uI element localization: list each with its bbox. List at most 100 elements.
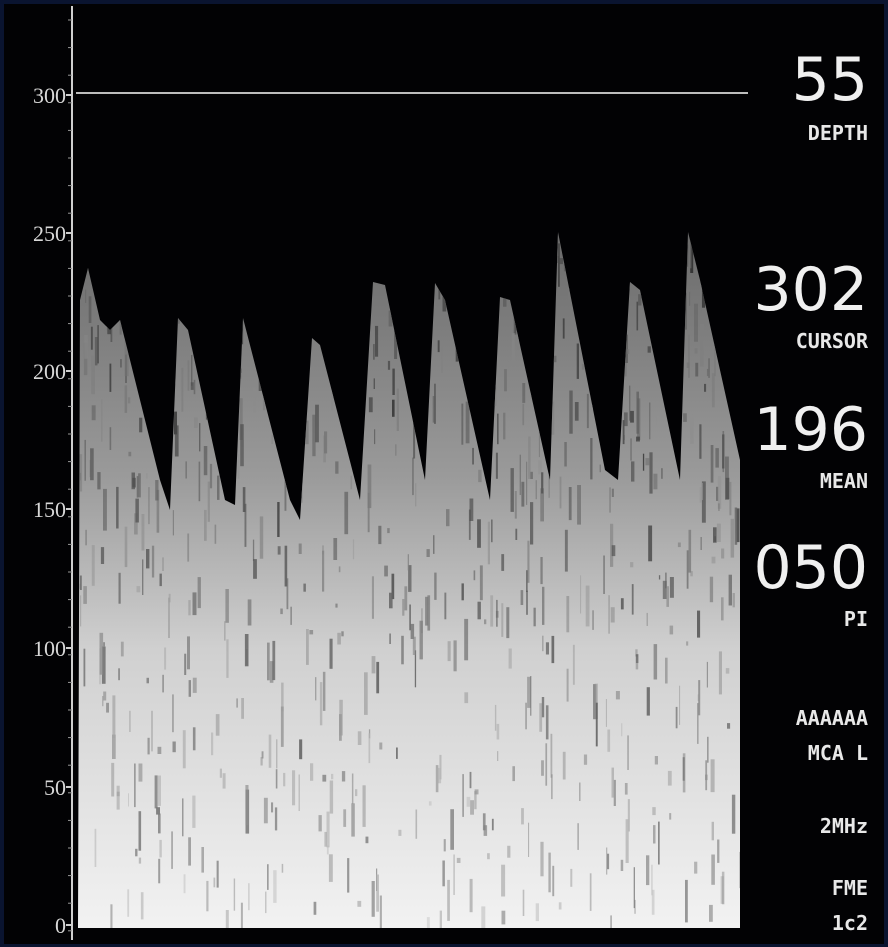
speckle bbox=[481, 906, 486, 928]
speckle bbox=[609, 487, 611, 513]
speckle bbox=[622, 420, 625, 445]
speckle bbox=[540, 488, 544, 522]
speckle bbox=[280, 608, 283, 615]
speckle bbox=[521, 808, 524, 825]
speckle bbox=[710, 759, 715, 793]
speckle bbox=[654, 756, 658, 765]
speckle bbox=[522, 383, 526, 403]
speckle bbox=[716, 486, 719, 501]
speckle bbox=[159, 573, 162, 587]
speckle bbox=[89, 459, 91, 478]
speckle bbox=[401, 635, 404, 665]
speckle bbox=[413, 423, 416, 459]
speckle bbox=[541, 472, 544, 494]
speckle bbox=[284, 477, 287, 511]
speckle bbox=[577, 485, 581, 525]
speckle bbox=[206, 880, 209, 912]
speckle bbox=[139, 417, 143, 433]
speckle bbox=[669, 625, 674, 635]
speckle bbox=[453, 640, 457, 672]
speckle bbox=[84, 334, 88, 359]
speckle bbox=[269, 661, 274, 683]
speckle bbox=[184, 653, 187, 675]
speckle bbox=[79, 575, 82, 590]
speckle bbox=[394, 325, 398, 359]
speckle bbox=[530, 471, 533, 479]
speckle bbox=[244, 634, 249, 667]
speckle bbox=[116, 486, 119, 529]
speckle bbox=[292, 770, 296, 806]
speckle bbox=[453, 854, 455, 895]
speckle bbox=[542, 586, 545, 625]
speckle bbox=[551, 635, 555, 664]
speckle bbox=[646, 612, 648, 626]
speckle bbox=[538, 460, 542, 475]
speckle bbox=[456, 857, 461, 863]
speckle bbox=[225, 589, 229, 623]
speckle bbox=[730, 518, 735, 558]
speckle bbox=[146, 473, 148, 479]
speckle bbox=[581, 363, 586, 370]
speckle bbox=[620, 598, 624, 610]
speckle bbox=[188, 600, 191, 616]
speckle bbox=[701, 481, 706, 523]
speckle bbox=[594, 683, 598, 720]
speckle bbox=[620, 859, 624, 871]
speckle bbox=[433, 535, 435, 554]
speckle bbox=[333, 538, 338, 560]
speckle bbox=[171, 831, 173, 869]
readout-label: PI bbox=[844, 607, 868, 631]
speckle bbox=[711, 556, 716, 564]
speckle bbox=[214, 524, 217, 544]
speckle bbox=[484, 619, 487, 625]
speckle bbox=[182, 730, 186, 769]
speckle bbox=[138, 473, 141, 498]
speckle bbox=[426, 917, 430, 928]
speckle bbox=[90, 326, 93, 350]
speckle bbox=[188, 837, 191, 866]
speckle bbox=[265, 891, 267, 914]
speckle bbox=[389, 633, 391, 644]
speckle bbox=[526, 461, 528, 505]
speckle bbox=[244, 503, 247, 547]
speckle bbox=[566, 668, 569, 702]
speckle bbox=[697, 703, 699, 744]
speckle bbox=[706, 661, 708, 688]
speckle bbox=[677, 542, 681, 548]
speckle bbox=[373, 344, 375, 360]
speckle bbox=[469, 771, 472, 789]
speckle bbox=[646, 687, 650, 716]
speckle bbox=[142, 559, 144, 595]
speckle bbox=[396, 388, 399, 431]
speckle bbox=[103, 642, 105, 647]
speckle bbox=[477, 519, 481, 548]
speckle bbox=[318, 815, 322, 832]
speckle bbox=[252, 539, 255, 561]
speckle bbox=[151, 545, 155, 578]
speckle bbox=[185, 461, 187, 479]
speckle bbox=[447, 879, 450, 921]
speckle bbox=[690, 236, 692, 269]
speckle bbox=[103, 488, 107, 531]
speckle bbox=[715, 448, 719, 468]
speckle bbox=[91, 545, 95, 586]
speckle bbox=[570, 868, 573, 887]
info-text: 2MHz bbox=[820, 814, 868, 838]
speckle bbox=[97, 325, 99, 364]
speckle bbox=[378, 525, 382, 545]
speckle bbox=[545, 642, 549, 655]
speckle bbox=[240, 424, 244, 467]
speckle bbox=[541, 697, 545, 718]
speckle bbox=[151, 710, 153, 752]
speckle bbox=[337, 632, 341, 645]
speckle bbox=[236, 698, 238, 708]
speckle bbox=[439, 754, 442, 780]
speckle bbox=[477, 601, 481, 620]
speckle bbox=[559, 258, 563, 265]
speckle bbox=[168, 597, 170, 638]
speckle bbox=[168, 593, 171, 603]
speckle bbox=[494, 704, 497, 731]
speckle bbox=[428, 801, 432, 806]
speckle bbox=[364, 672, 368, 715]
speckle bbox=[135, 498, 139, 523]
